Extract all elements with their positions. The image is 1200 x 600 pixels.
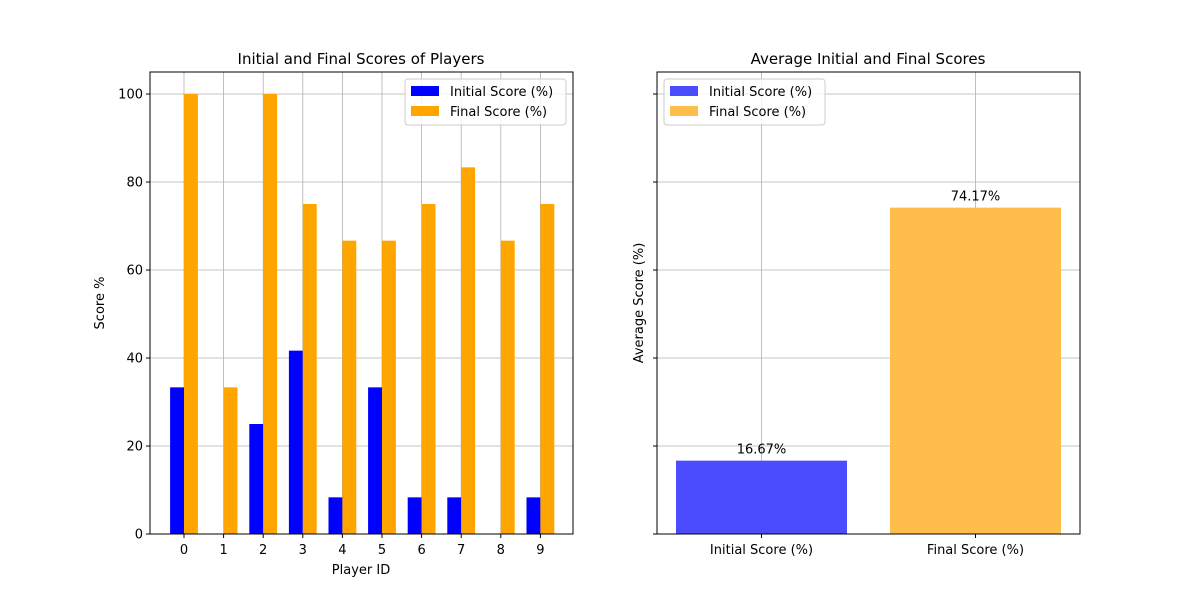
left-x-axis-label: Player ID [332, 563, 390, 578]
right-x-tick-label: Initial Score (%) [710, 543, 813, 558]
right-legend: Initial Score (%) Final Score (%) [663, 78, 826, 126]
left-x-tick-label: 5 [378, 543, 386, 558]
left-plot-frame [149, 71, 574, 535]
bar-avg-final [890, 207, 1061, 535]
right-legend-box [663, 78, 826, 126]
right-x-tick-label: Final Score (%) [927, 543, 1024, 558]
bar-initial-score [368, 387, 382, 534]
left-x-ticks: 0 1 2 3 4 5 6 7 8 9 [180, 534, 545, 558]
bar-initial-score [407, 497, 422, 534]
left-legend-box [404, 78, 567, 126]
bar-final-score [302, 204, 317, 534]
bar-initial-score [288, 350, 303, 534]
bar-initial-score [249, 424, 264, 534]
right-chart: Average Initial and Final Scores Initial… [632, 50, 1081, 558]
bar-final-score [500, 240, 515, 535]
bar-initial-score [170, 387, 184, 534]
left-bars [170, 94, 555, 535]
left-y-ticks: 0 20 40 60 80 100 [118, 88, 150, 543]
bar-initial-score [328, 497, 343, 534]
left-x-tick-label: 0 [180, 543, 188, 558]
bar-final-score [223, 387, 238, 534]
bar-final-score [263, 94, 278, 534]
legend-label-final: Final Score (%) [450, 105, 547, 120]
legend-swatch-final [411, 106, 439, 116]
bar-final-score [184, 94, 198, 534]
right-x-ticks: Initial Score (%) Final Score (%) [710, 534, 1024, 558]
bar-final-score [540, 204, 555, 534]
right-y-ticks [653, 93, 657, 535]
left-x-tick-label: 2 [259, 543, 267, 558]
bar-data-label: 74.17% [951, 190, 1001, 205]
bar-final-score [342, 240, 357, 535]
left-y-tick-label: 60 [126, 264, 143, 279]
left-y-tick-label: 80 [126, 176, 143, 191]
legend-swatch-initial [411, 86, 439, 96]
bar-final-score [461, 167, 476, 534]
left-chart-title: Initial and Final Scores of Players [238, 50, 485, 68]
right-plot-frame [656, 71, 1081, 535]
left-chart: Initial and Final Scores of Players 0 1 2 3… [93, 50, 574, 578]
legend-swatch-avg-initial [670, 86, 698, 96]
bar-final-score [382, 240, 396, 535]
left-y-axis-label: Score % [93, 277, 108, 330]
right-y-axis-label: Average Score (%) [632, 243, 647, 364]
left-x-tick-label: 1 [219, 543, 227, 558]
legend-swatch-avg-final [670, 106, 698, 116]
left-x-tick-label: 9 [536, 543, 544, 558]
bar-final-score [421, 204, 436, 534]
left-legend: Initial Score (%) Final Score (%) [404, 78, 567, 126]
right-data-labels: 16.67% 74.17% [737, 190, 1001, 458]
right-bars [676, 207, 1061, 535]
left-y-tick-label: 0 [135, 528, 143, 543]
left-y-tick-label: 40 [126, 352, 143, 367]
bar-initial-score [526, 497, 541, 534]
left-x-tick-label: 4 [338, 543, 346, 558]
legend-label-avg-initial: Initial Score (%) [709, 85, 812, 100]
left-x-tick-label: 3 [299, 543, 307, 558]
bar-data-label: 16.67% [737, 443, 787, 458]
bar-avg-initial [676, 460, 847, 534]
right-chart-title: Average Initial and Final Scores [751, 50, 986, 68]
legend-label-initial: Initial Score (%) [450, 85, 553, 100]
left-x-tick-label: 7 [457, 543, 465, 558]
bar-initial-score [447, 497, 462, 534]
legend-label-avg-final: Final Score (%) [709, 105, 806, 120]
left-x-tick-label: 6 [417, 543, 425, 558]
left-x-tick-label: 8 [497, 543, 505, 558]
left-y-tick-label: 20 [126, 440, 143, 455]
left-y-tick-label: 100 [118, 88, 143, 103]
